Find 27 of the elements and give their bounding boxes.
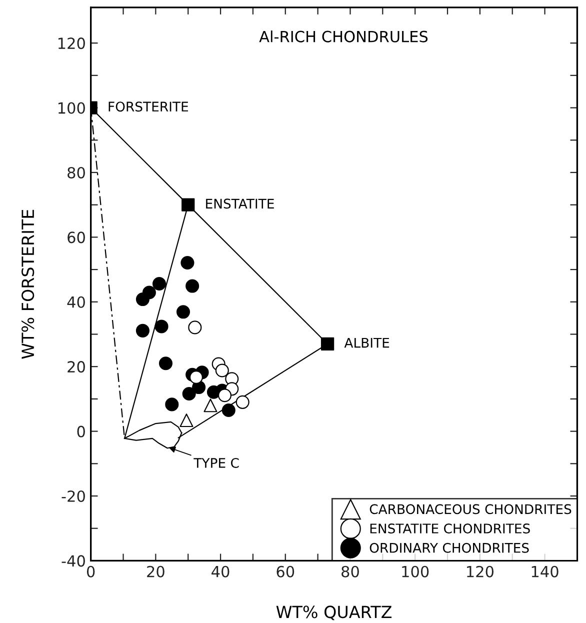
legend-label: ORDINARY CHONDRITES (370, 542, 529, 553)
y-tick-label: 80 (68, 166, 85, 178)
y-tick-label: 60 (68, 232, 85, 244)
y-tick-label: 100 (58, 102, 85, 114)
annotation: ALBITE (344, 338, 390, 348)
y-tick-label: 120 (58, 38, 85, 50)
x-tick-label: 20 (147, 566, 164, 578)
legend-label: ENSTATITE CHONDRITES (370, 524, 530, 534)
y-tick-label: -20 (62, 490, 85, 502)
y-tick-label: 20 (68, 361, 85, 373)
annotation: FORSTERITE (108, 102, 188, 112)
x-tick-label: 120 (467, 566, 494, 578)
y-tick-label: 40 (67, 296, 85, 308)
x-tick-label: 80 (342, 566, 359, 578)
y-axis-title: WT% FORSTERITE (22, 210, 34, 359)
annotation: ENSTATITE (206, 198, 274, 209)
x-tick-label: 140 (532, 566, 558, 578)
x-tick-label: 0 (86, 566, 95, 578)
x-tick-label: 100 (402, 566, 429, 578)
text: Al-RICH CHONDRULES (259, 30, 428, 42)
legend-label: CARBONACEOUS CHONDRITES (370, 504, 572, 514)
x-axis-title: WT% QUARTZ (276, 606, 392, 620)
annotation: TYPE C (194, 458, 239, 468)
x-tick-label: 60 (276, 566, 294, 578)
y-tick-label: 0 (77, 426, 85, 438)
y-tick-label: -40 (62, 555, 85, 567)
x-tick-label: 40 (212, 566, 230, 578)
